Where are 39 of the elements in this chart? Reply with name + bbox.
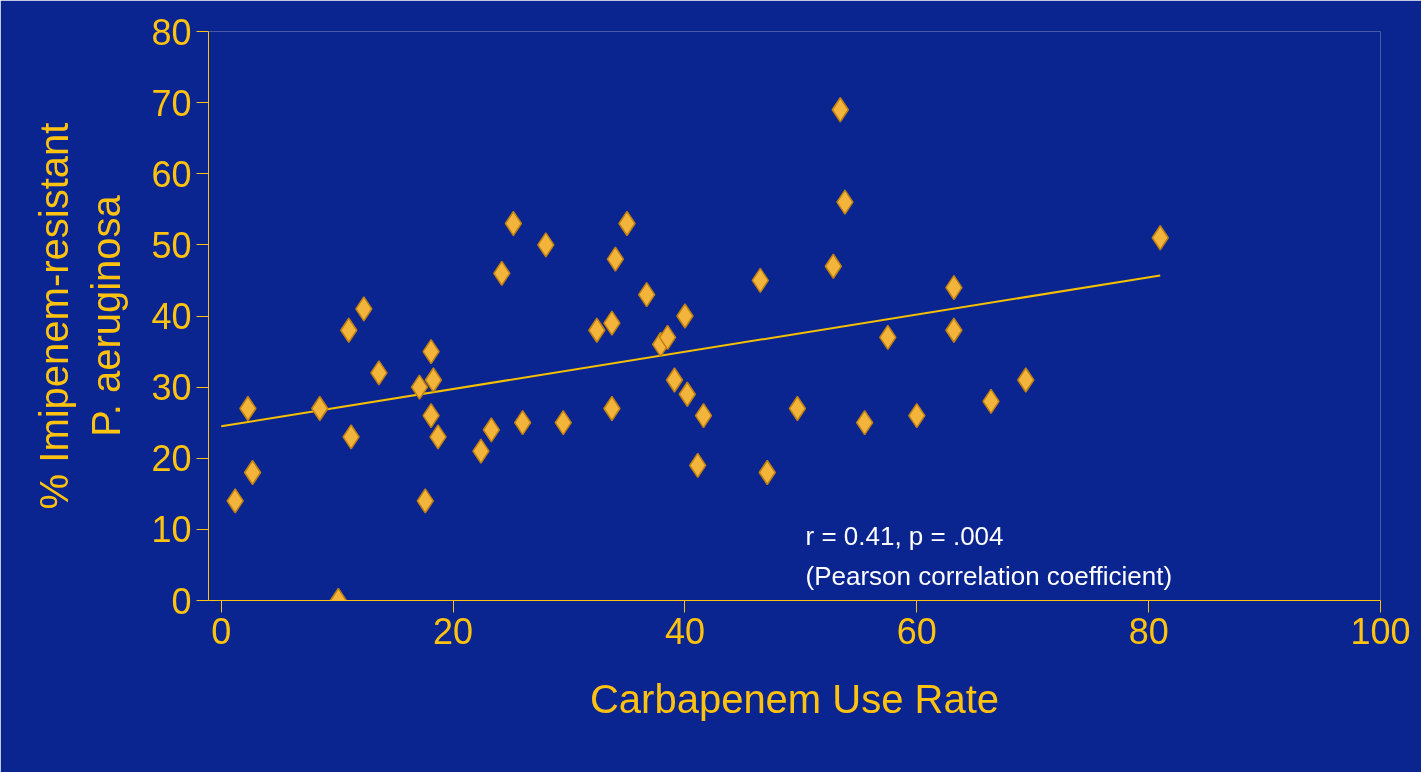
- point: [606, 246, 625, 272]
- x-tick-label: 100: [1350, 610, 1411, 652]
- y-tick-label: 50: [151, 224, 192, 266]
- point: [410, 374, 429, 400]
- y-tick-label: 60: [151, 153, 192, 195]
- point: [678, 381, 697, 407]
- point: [855, 409, 874, 436]
- annotation: (Pearson correlation coefficient): [805, 560, 1173, 591]
- point: [824, 253, 843, 279]
- y-tick-label: 80: [151, 11, 192, 53]
- x-tick-label: 80: [1128, 610, 1169, 652]
- point: [665, 367, 684, 393]
- y-tick-label: 40: [151, 296, 192, 337]
- y-tick-label: 20: [151, 438, 192, 480]
- point: [694, 402, 713, 429]
- point: [416, 488, 435, 514]
- point: [758, 459, 777, 486]
- y-tick-label: 0: [171, 580, 192, 622]
- x-tick-label: 60: [896, 610, 937, 652]
- y-axis-title: % Imipenem-resistant P. aeruginosa: [31, 122, 129, 510]
- point: [482, 417, 501, 443]
- y-tick-label: 30: [151, 367, 192, 409]
- y-tick-label: 70: [151, 82, 192, 124]
- y-tick-label: 10: [151, 509, 192, 551]
- point: [424, 367, 443, 393]
- point: [504, 210, 523, 237]
- x-axis-title: Carbapenem Use Rate: [589, 676, 1000, 721]
- x-tick-label: 20: [433, 610, 474, 652]
- x-tick-label: 40: [664, 610, 705, 652]
- point: [658, 324, 677, 351]
- point: [513, 409, 532, 436]
- point: [831, 96, 850, 123]
- point: [788, 395, 807, 422]
- x-tick-label: 0: [211, 610, 232, 652]
- annotation: r = 0.41, p = .004: [805, 520, 1004, 551]
- point: [637, 281, 656, 308]
- point: [751, 267, 770, 294]
- point: [243, 459, 262, 486]
- point: [688, 452, 707, 479]
